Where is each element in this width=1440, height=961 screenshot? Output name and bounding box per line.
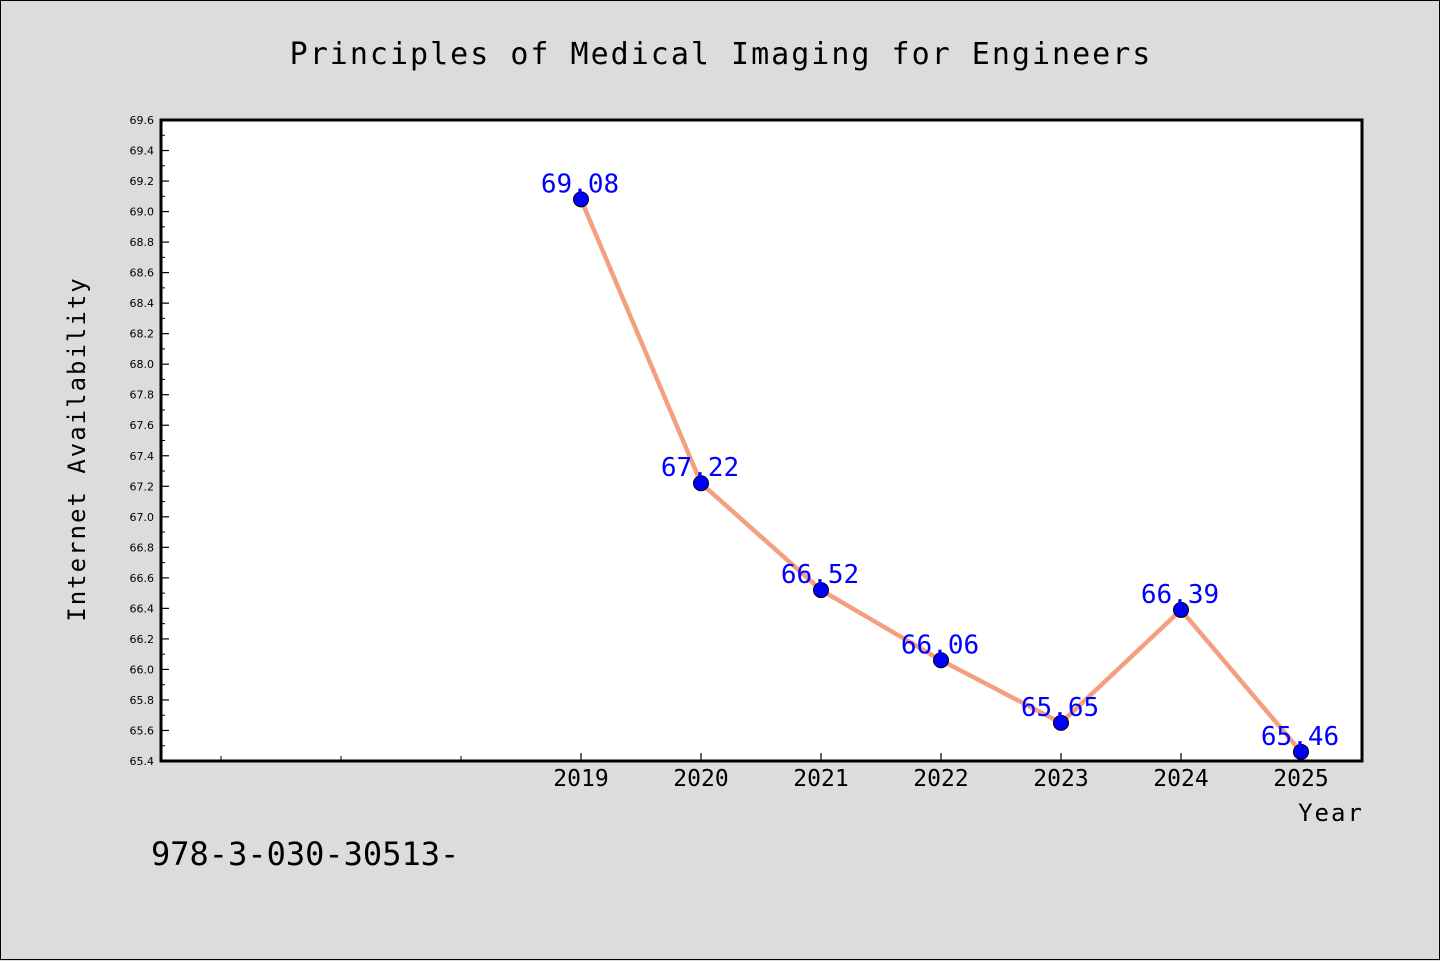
data-point [1293,743,1309,760]
y-tick-label: 67.4 [130,450,155,463]
x-axis-ticks: 2019 2020 2021 2022 2023 2024 2025 [220,753,1329,792]
data-point [1053,714,1069,731]
plot-area [159,118,1364,763]
y-tick-label: 68.2 [130,328,155,341]
y-tick-label: 69.4 [130,145,155,158]
y-tick-label: 68.0 [130,358,155,371]
x-tick-label: 2022 [913,766,968,792]
chart-title: Principles of Medical Imaging for Engine… [290,37,1153,72]
y-tick-label: 66.4 [130,602,155,615]
data-label: 65.65 [1021,693,1099,723]
y-tick-label: 68.6 [130,267,155,280]
y-axis-ticks: 65.4 65.6 65.8 66.0 66.2 66.4 66.6 66.8 67.0 67.2… [130,114,169,768]
x-axis-label: Year [1298,799,1364,827]
y-tick-label: 65.8 [130,694,155,707]
y-tick-label: 67.2 [130,480,155,493]
y-tick-label: 67.8 [130,389,155,402]
data-label: 67.22 [661,453,739,483]
y-tick-label: 69.2 [130,175,155,188]
y-tick-label: 68.8 [130,236,155,249]
data-label: 69.08 [541,169,619,199]
data-point [693,475,709,492]
data-label: 66.06 [901,630,979,660]
data-point [933,652,949,669]
series-markers [573,191,1309,760]
data-point [813,582,829,599]
y-tick-label: 69.6 [130,114,155,127]
data-labels: 69.08 67.22 66.52 66.06 65.65 66.39 65.46 [541,169,1339,751]
x-tick-label: 2019 [553,766,608,792]
y-tick-label: 65.4 [130,755,155,768]
y-tick-label: 66.0 [130,663,155,676]
y-tick-label: 65.6 [130,724,155,737]
x-tick-label: 2024 [1153,766,1208,792]
x-tick-label: 2021 [793,766,848,792]
y-tick-label: 66.8 [130,541,155,554]
data-label: 66.39 [1141,580,1219,610]
footnote-isbn: 978-3-030-30513- [151,835,459,873]
data-label: 65.46 [1261,722,1339,752]
x-tick-label: 2020 [673,766,728,792]
y-tick-label: 66.6 [130,572,155,585]
x-tick-label: 2025 [1273,766,1328,792]
data-label: 66.52 [781,560,859,590]
data-point [1173,601,1189,618]
y-tick-label: 68.4 [130,297,155,310]
y-tick-label: 67.6 [130,419,155,432]
data-point [573,191,589,208]
x-tick-label: 2023 [1033,766,1088,792]
y-tick-label: 66.2 [130,633,155,646]
y-tick-label: 67.0 [130,511,155,524]
y-axis-label: Internet Availability [63,276,91,621]
y-tick-label: 69.0 [130,206,155,219]
